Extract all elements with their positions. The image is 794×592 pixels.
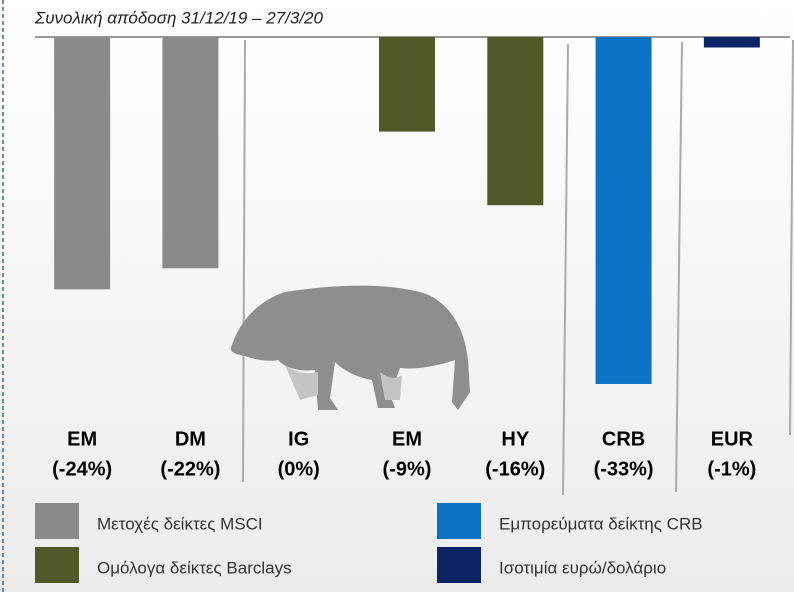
bar [704, 37, 760, 48]
legend-label: Ισοτιμία ευρώ/δολάριο [499, 558, 666, 577]
legend-label: Εμπορεύματα δείκτης CRB [499, 514, 703, 533]
x-tick-label: EM [67, 428, 97, 450]
x-tick-label: CRB [602, 428, 645, 450]
x-tick-label: DM [175, 428, 206, 450]
value-label: (-16%) [485, 458, 545, 480]
x-tick-label: EM [392, 428, 422, 450]
x-tick-label: IG [288, 428, 309, 450]
chart: Συνολική απόδοση 31/12/19 – 27/3/20 EM (-… [0, 0, 794, 592]
value-label: (-33%) [594, 458, 654, 480]
bar [54, 37, 110, 289]
x-tick-label: HY [501, 428, 529, 450]
value-label: (0%) [278, 458, 320, 480]
legend-label: Ομόλογα δείκτες Barclays [97, 558, 292, 577]
bar [596, 37, 652, 384]
chart-title: Συνολική απόδοση 31/12/19 – 27/3/20 [34, 8, 323, 27]
bar [487, 37, 543, 205]
legend-label: Μετοχές δείκτες MSCI [97, 514, 263, 533]
value-label: (-22%) [160, 458, 220, 480]
legend-swatch [437, 503, 481, 539]
legend-swatch [437, 547, 481, 583]
value-label: (-1%) [707, 458, 756, 480]
legend-swatch [35, 547, 79, 583]
bar [162, 37, 218, 268]
bar [379, 37, 435, 132]
value-label: (-24%) [52, 458, 112, 480]
x-tick-label: EUR [711, 428, 754, 450]
value-label: (-9%) [383, 458, 432, 480]
legend-swatch [35, 503, 79, 539]
